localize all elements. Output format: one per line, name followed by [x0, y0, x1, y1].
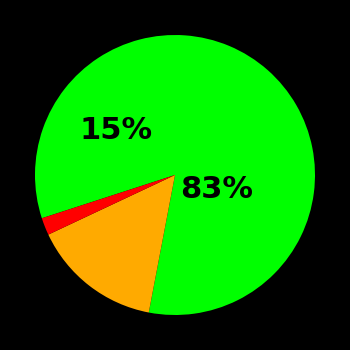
Text: 15%: 15% [80, 116, 153, 145]
Wedge shape [35, 35, 315, 315]
Wedge shape [42, 175, 175, 234]
Wedge shape [48, 175, 175, 313]
Text: 83%: 83% [181, 175, 253, 203]
